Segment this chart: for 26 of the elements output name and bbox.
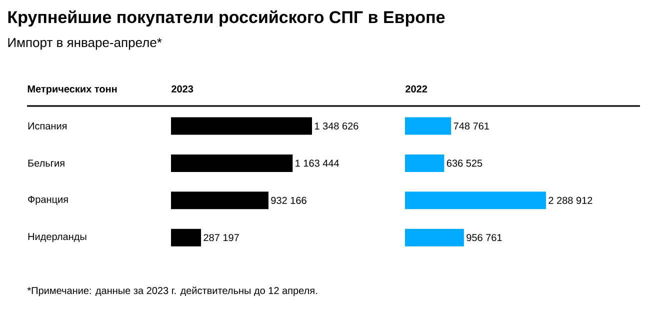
data-label: 636 525	[446, 160, 482, 167]
bar	[171, 228, 202, 246]
bar	[171, 154, 293, 172]
text: Импорт в январе-апреле*	[8, 38, 162, 50]
data-label: 1 348 626	[314, 122, 358, 130]
bar	[171, 117, 312, 135]
bar	[171, 192, 268, 210]
y-tick-label: Франция	[28, 196, 68, 205]
bar	[405, 228, 464, 246]
y-tick-label: Нидерланды	[28, 233, 86, 242]
data-label: 1 163 444	[296, 160, 340, 167]
data-label: 748 761	[454, 122, 489, 130]
text: *Примечание: данные за 2023 г. действительны до 12 апреля.	[27, 286, 317, 296]
y-tick-label: Испания	[28, 122, 67, 130]
chart-title: 2023	[172, 85, 194, 93]
data-label: 932 166	[271, 196, 306, 204]
text: Крупнейшие покупатели российского СПГ в Европе	[8, 10, 445, 27]
bar	[405, 117, 452, 135]
y-tick-label: Бельгия	[28, 160, 64, 167]
y-axis-title: Метрических тонн	[28, 86, 117, 94]
chart-title: 2022	[406, 85, 428, 92]
data-label: 2 288 912	[548, 196, 592, 204]
data-label: 287 197	[204, 234, 239, 242]
bar	[405, 154, 444, 172]
bar	[405, 192, 546, 210]
data-label: 956 761	[466, 234, 502, 242]
